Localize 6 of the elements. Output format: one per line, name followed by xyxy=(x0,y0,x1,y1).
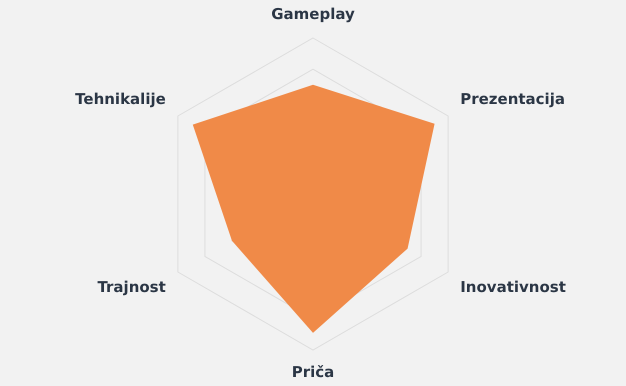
spoke-label: Prezentacija xyxy=(460,90,565,108)
spoke-label: Gameplay xyxy=(271,4,355,23)
spoke-label: Inovativnost xyxy=(460,278,566,296)
spoke-label: Trajnost xyxy=(97,278,166,296)
spoke-label: Priča xyxy=(292,362,334,381)
spoke-label: Tehnikalije xyxy=(75,90,166,108)
